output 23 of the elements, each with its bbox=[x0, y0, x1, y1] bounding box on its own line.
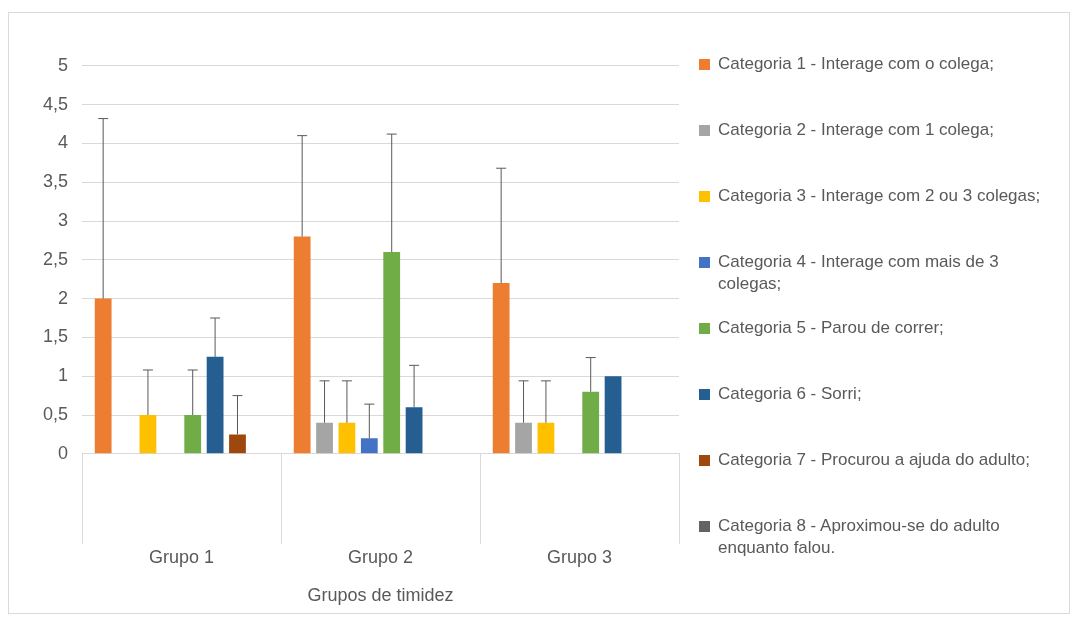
legend-label: Categoria 3 - Interage com 2 ou 3 colegas; bbox=[718, 185, 1041, 207]
x-tick-label: Grupo 3 bbox=[546, 546, 613, 567]
y-tick-label: 2 bbox=[58, 287, 69, 308]
legend-label: Categoria 5 - Parou de correr; bbox=[718, 317, 944, 339]
y-tick-label: 0 bbox=[58, 442, 69, 463]
legend-label: Categoria 4 - Interage com mais de 3 colegas; bbox=[718, 251, 1000, 295]
legend-label: Categoria 1 - Interage com o colega; bbox=[718, 53, 994, 75]
x-tick-label: Grupo 1 bbox=[149, 546, 215, 567]
y-tick-label: 1 bbox=[58, 365, 69, 386]
y-tick-label: 5 bbox=[58, 54, 69, 75]
legend-label: Categoria 7 - Procurou a ajuda do adulto; bbox=[718, 449, 1030, 471]
y-tick-label: 4 bbox=[58, 132, 69, 153]
x-tick-label: Grupo 2 bbox=[347, 546, 414, 567]
y-tick-label: 2,5 bbox=[42, 248, 69, 269]
legend-label: Categoria 2 - Interage com 1 colega; bbox=[718, 119, 994, 141]
y-tick-label: 0,5 bbox=[42, 403, 69, 424]
y-tick-label: 1,5 bbox=[42, 326, 69, 347]
y-tick-label: 3 bbox=[58, 209, 69, 230]
y-tick-label: 4,5 bbox=[42, 93, 69, 114]
legend-label: Categoria 8 - Aproximou-se do adulto enquanto falou. bbox=[718, 515, 1001, 559]
x-axis-title: Grupos de timidez bbox=[307, 585, 454, 606]
y-tick-label: 3,5 bbox=[42, 171, 69, 192]
legend-label: Categoria 6 - Sorri; bbox=[718, 383, 862, 405]
